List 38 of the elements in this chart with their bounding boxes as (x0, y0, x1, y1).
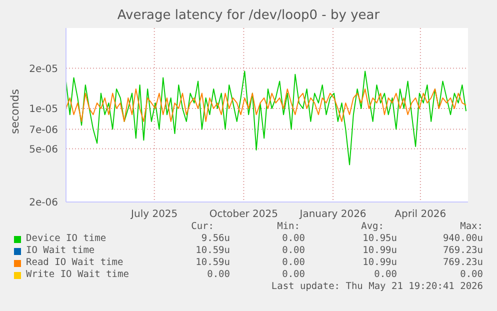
legend-label: IO Wait time (26, 245, 95, 257)
text: 0.00 (282, 245, 305, 257)
text: 10.95u (362, 233, 397, 245)
legend-label: Read IO Wait time (26, 257, 124, 269)
text: Avg: (361, 221, 384, 233)
text: 940.00u (442, 233, 483, 245)
text: Max: (460, 221, 483, 233)
text: 9.56u (201, 233, 230, 245)
text: 0.00 (207, 269, 230, 281)
text: Last update: Thu May 21 19:20:41 2026 (271, 281, 483, 293)
legend-label: Write IO Wait time (26, 269, 129, 281)
text: 0.00 (282, 269, 305, 281)
y-tick-label: 2e-06 (29, 198, 58, 209)
text: 0.00 (282, 257, 305, 269)
y-tick-label: 1e-05 (29, 104, 58, 116)
text: 769.23u (442, 245, 483, 257)
text: 769.23u (442, 257, 483, 269)
y-tick-label: 7e-06 (29, 124, 58, 136)
text: Min: (277, 221, 300, 233)
text: 10.59u (196, 257, 230, 269)
y-tick-label: 5e-06 (29, 144, 58, 156)
x-tick-label: October 2025 (209, 209, 278, 220)
line-series (66, 70, 467, 166)
x-tick-label: January 2026 (298, 209, 366, 220)
line-series (66, 88, 467, 122)
text: Cur: (191, 221, 214, 233)
legend-label: Device IO time (26, 233, 106, 245)
text: 10.99u (362, 257, 397, 269)
chart-title: Average latency for /dev/loop0 - by year (116, 8, 381, 23)
x-tick-label: April 2026 (394, 209, 446, 220)
text: 0.00 (460, 269, 483, 281)
text: 10.59u (196, 245, 230, 257)
text: 10.99u (362, 245, 397, 257)
y-tick-label: 2e-05 (29, 64, 58, 75)
text: 0.00 (282, 233, 305, 245)
x-tick-label: July 2025 (130, 209, 178, 220)
y-axis-title: seconds (8, 88, 22, 136)
text: 0.00 (374, 269, 397, 281)
